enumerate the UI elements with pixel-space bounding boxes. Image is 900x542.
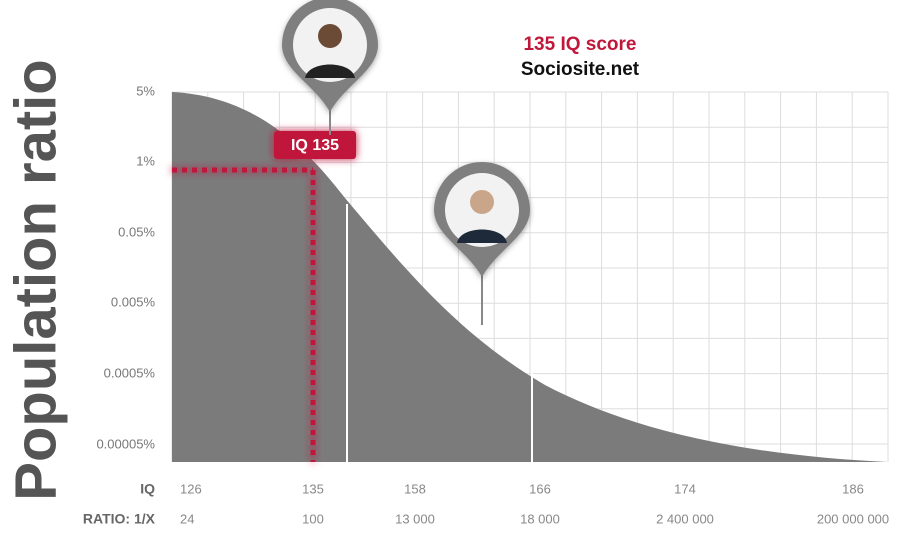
- row-label: IQ: [140, 481, 155, 497]
- x-tick-label: 166: [529, 481, 551, 496]
- x-tick-label: 135: [302, 481, 324, 496]
- x-tick-label: 200 000 000: [817, 511, 889, 526]
- row-label: RATIO: 1/X: [83, 511, 156, 527]
- x-tick-label: 158: [404, 481, 426, 496]
- y-tick-label: 0.00005%: [96, 436, 155, 451]
- distribution-area: [172, 92, 888, 462]
- x-tick-label: 24: [180, 511, 194, 526]
- y-tick-label: 0.0005%: [104, 365, 156, 380]
- x-tick-label: 18 000: [520, 511, 560, 526]
- annotation: IQ 135: [291, 137, 339, 154]
- chart-subtitle: Sociosite.net: [521, 59, 640, 80]
- y-tick-label: 0.005%: [111, 294, 156, 309]
- x-tick-label: 13 000: [395, 511, 435, 526]
- x-tick-label: 174: [674, 481, 696, 496]
- annotation-box: IQ 135: [274, 131, 356, 159]
- highlight: [172, 167, 316, 462]
- y-tick-label: 1%: [136, 153, 155, 168]
- photo-pin: [434, 162, 530, 325]
- x-tick-label: 2 400 000: [656, 511, 714, 526]
- x-tick-label: 186: [842, 481, 864, 496]
- y-tick-label: 5%: [136, 83, 155, 98]
- photo-pin: [282, 0, 378, 135]
- y-axis-label: Population ratio: [3, 59, 68, 500]
- y-tick-label: 0.05%: [118, 224, 155, 239]
- x-tick-label: 100: [302, 511, 324, 526]
- chart-title: 135 IQ score: [523, 34, 636, 55]
- x-tick-label: 126: [180, 481, 202, 496]
